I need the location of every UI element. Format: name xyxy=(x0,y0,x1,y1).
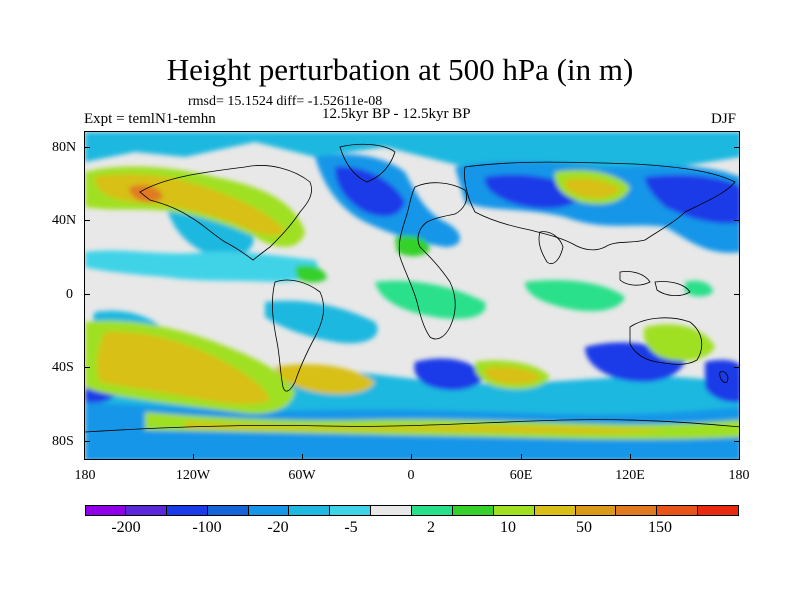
x-tick-label: 180 xyxy=(728,468,750,483)
anomaly-contours xyxy=(85,132,739,459)
colorbar-cell xyxy=(248,505,290,516)
season-label: DJF xyxy=(711,111,737,127)
y-tick-label: 40N xyxy=(52,213,77,228)
coastlines xyxy=(85,143,739,433)
colorbar-cell xyxy=(575,505,617,516)
colorbar-cell xyxy=(616,505,658,516)
x-tick-label: 60W xyxy=(288,468,316,483)
colorbar xyxy=(85,505,739,516)
experiment-label: Expt = temlN1-temhn xyxy=(84,111,216,127)
x-tick-label: 60E xyxy=(509,468,533,483)
colorbar-cell xyxy=(330,505,372,516)
colorbar-cell xyxy=(452,505,494,516)
colorbar-label: 10 xyxy=(500,519,516,536)
colorbar-label: 50 xyxy=(576,519,592,536)
colorbar-cell xyxy=(534,505,576,516)
colorbar-cell xyxy=(166,505,208,516)
colorbar-label: 150 xyxy=(648,519,672,536)
colorbar-label: 2 xyxy=(427,519,435,536)
colorbar-cell xyxy=(493,505,535,516)
colorbar-cell xyxy=(125,505,167,516)
colorbar-cell xyxy=(657,505,699,516)
statistics-label: rmsd= 15.1524 diff= -1.52611e-08 xyxy=(188,94,383,109)
colorbar-cell xyxy=(371,505,412,516)
y-tick-label: 40S xyxy=(52,360,74,375)
map-field xyxy=(85,132,739,459)
y-tick-label: 80N xyxy=(52,140,77,155)
x-tick-label: 0 xyxy=(407,468,415,483)
x-tick-label: 120W xyxy=(175,468,211,483)
y-tick-label: 80S xyxy=(52,434,74,449)
period-label: 12.5kyr BP - 12.5kyr BP xyxy=(322,106,471,122)
colorbar-label: -200 xyxy=(111,519,141,536)
y-tick-label: 0 xyxy=(66,287,73,302)
x-tick-label: 180 xyxy=(74,468,96,483)
colorbar-label: -20 xyxy=(267,519,289,536)
chart-title: Height perturbation at 500 hPa (in m) xyxy=(166,52,634,87)
colorbar-cell xyxy=(207,505,249,516)
x-tick-label: 120E xyxy=(615,468,645,483)
colorbar-cell xyxy=(412,505,453,516)
colorbar-cell xyxy=(85,505,126,516)
colorbar-label: -5 xyxy=(344,519,358,536)
colorbar-frame xyxy=(85,505,739,516)
colorbar-label: -100 xyxy=(192,519,222,536)
world-map xyxy=(84,131,740,460)
colorbar-cell xyxy=(289,505,331,516)
